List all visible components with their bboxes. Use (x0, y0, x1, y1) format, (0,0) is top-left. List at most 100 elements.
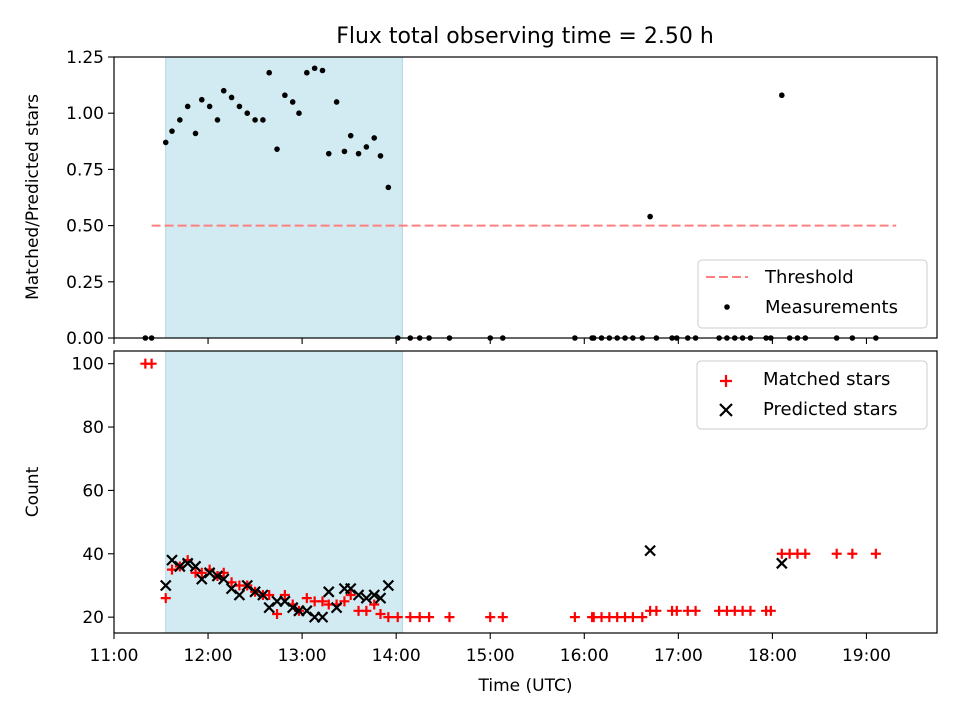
matched-star-point (690, 605, 701, 616)
measurement-point (325, 150, 332, 157)
legend-matched-swatch (720, 375, 732, 387)
matched-star-point (301, 593, 312, 604)
y-axis-label: Matched/Predicted stars (23, 94, 43, 300)
measurement-point (198, 96, 205, 103)
x-tick-label: 11:00 (90, 646, 139, 666)
measurement-point (169, 128, 175, 134)
measurement-point (289, 99, 296, 105)
matched-star-point (870, 548, 881, 559)
measurement-point (184, 103, 191, 110)
x-tick-label: 17:00 (654, 646, 703, 666)
legend-predicted-swatch (719, 403, 733, 417)
measurement-point (779, 92, 785, 99)
measurement-point (355, 150, 362, 157)
predicted-star-point (174, 560, 186, 573)
predicted-star-point (189, 560, 202, 573)
predicted-star-point (217, 573, 230, 585)
measurement-point (177, 117, 183, 123)
predicted-star-point (159, 579, 172, 592)
measurement-point (311, 65, 318, 72)
predicted-star-point (211, 570, 224, 582)
matched-star-point (317, 596, 328, 607)
predicted-star-point (776, 557, 788, 570)
shaded-observing-span (165, 350, 403, 634)
measurement-point (377, 153, 384, 159)
matched-star-point (745, 605, 756, 616)
legend-predicted-label: Predicted stars (763, 399, 897, 420)
measurement-point (274, 146, 280, 152)
predicted-star-point (257, 589, 269, 601)
matched-star-point (339, 596, 350, 607)
measurement-point (341, 148, 348, 155)
matched-star-point (375, 608, 386, 619)
x-tick-label: 18:00 (748, 646, 797, 666)
chart-title: Flux total observing time = 2.50 h (336, 24, 714, 49)
y-tick-label: 0.00 (66, 329, 104, 349)
y-tick-label: 100 (72, 355, 104, 375)
matched-star-point (424, 612, 435, 623)
predicted-star-point (203, 567, 216, 579)
y-tick-label: 0.25 (66, 273, 104, 293)
y-tick-label: 80 (82, 418, 104, 438)
predicted-star-point (286, 601, 299, 614)
measurement-point (347, 132, 354, 139)
measurement-point (214, 117, 221, 123)
measurement-point (236, 103, 243, 110)
y-tick-label: 20 (82, 608, 104, 628)
matched-star-point (651, 605, 662, 616)
measurement-point (252, 117, 258, 123)
legend-measurements-swatch (724, 304, 730, 310)
matched-star-point (569, 612, 580, 623)
legend-box (696, 360, 928, 430)
axes-frame (113, 56, 938, 339)
measurement-point (385, 184, 392, 191)
axes-frame (113, 350, 938, 634)
measurement-point (304, 69, 310, 76)
matched-star-point (497, 612, 508, 623)
matched-star-point (369, 599, 380, 610)
matched-star-point (361, 605, 372, 616)
shaded-observing-span (165, 56, 403, 339)
matched-star-point (847, 548, 858, 559)
x-tick-label: 13:00 (278, 646, 327, 666)
x-tick-label: 19:00 (842, 646, 891, 666)
measurement-point (192, 130, 199, 137)
matched-star-point (831, 548, 842, 559)
measurement-point (260, 117, 266, 123)
predicted-star-point (352, 589, 365, 601)
predicted-star-point (368, 589, 381, 601)
matched-star-point (160, 593, 171, 604)
legend-measurements-label: Measurements (765, 297, 898, 318)
matched-star-point (383, 612, 394, 623)
x-tick-label: 14:00 (372, 646, 421, 666)
y-tick-label: 1.00 (66, 104, 104, 124)
predicted-star-point (382, 579, 395, 592)
measurement-point (282, 92, 288, 99)
x-tick-label: 12:00 (184, 646, 233, 666)
matched-star-point (392, 612, 403, 623)
chart-panel-2: 20 40 60 80 100 11:00 12:00 13:00 14:00 15:00 16:0… (23, 350, 938, 696)
legend: Threshold Measurements (697, 259, 928, 329)
predicted-star-point (330, 601, 343, 614)
legend-box (697, 259, 928, 329)
measurement-point (363, 144, 370, 150)
predicted-star-point (181, 557, 194, 570)
matched-star-point (405, 612, 416, 623)
legend: Matched stars Predicted stars (696, 360, 928, 430)
measurement-point (296, 110, 302, 116)
matched-star-point (345, 589, 356, 600)
measurement-point (333, 99, 340, 105)
x-tick-label: 15:00 (466, 646, 515, 666)
predicted-star-point (374, 592, 387, 604)
matched-star-point (627, 612, 638, 623)
measurement-point (162, 139, 169, 146)
measurement-point (244, 110, 251, 116)
measurement-point (371, 135, 378, 141)
measurement-point (319, 67, 326, 74)
measurement-point (206, 103, 213, 110)
matched-star-point (485, 612, 496, 623)
series-matched-stars (140, 358, 881, 623)
measurement-point (220, 87, 227, 94)
